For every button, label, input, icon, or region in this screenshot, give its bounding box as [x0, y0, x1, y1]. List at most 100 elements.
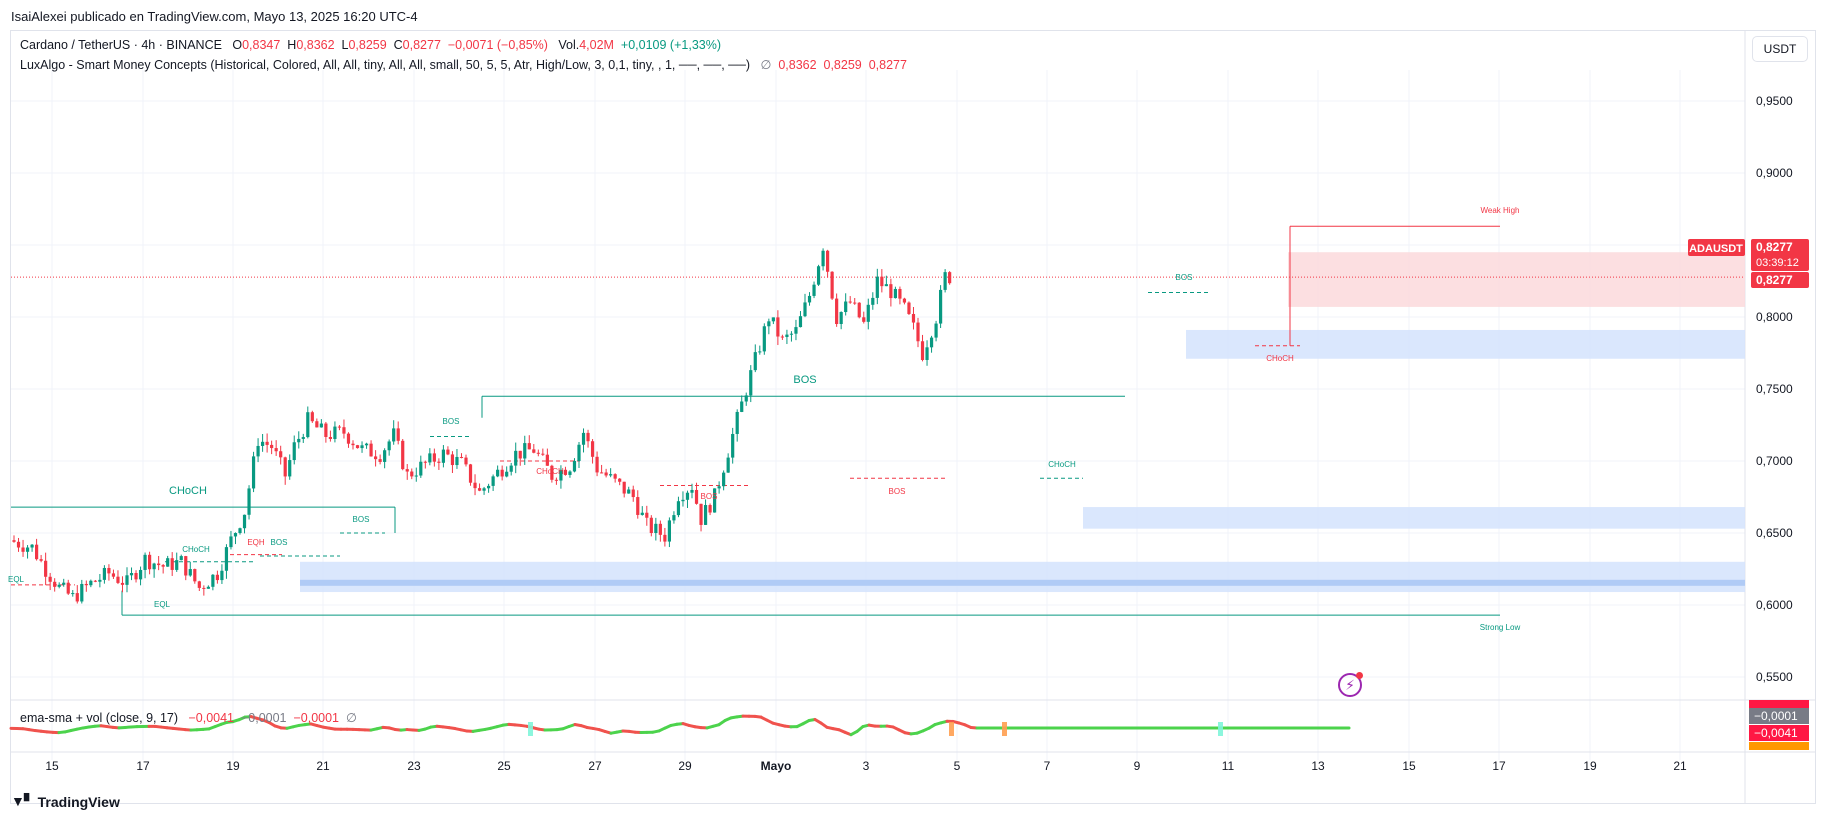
structure-label: BOS — [889, 487, 906, 496]
candle-body — [80, 583, 84, 602]
candle-body — [604, 472, 608, 476]
candle-body — [934, 323, 938, 338]
osc-value-3: −0,0001 — [293, 711, 340, 725]
candle-body — [30, 544, 34, 548]
candle-body — [627, 489, 631, 494]
candle-body — [477, 488, 482, 491]
candle-body — [279, 451, 283, 458]
symbol-tag-text: ADAUSDT — [1689, 243, 1743, 255]
candle-body — [148, 554, 152, 570]
candle-body — [410, 471, 414, 477]
candle-body — [731, 433, 735, 458]
structure-label: Weak High — [1481, 206, 1520, 215]
candle-body — [387, 441, 391, 451]
candle-body — [98, 579, 102, 582]
candle-body — [215, 574, 219, 581]
currency-button[interactable]: USDT — [1752, 36, 1808, 62]
candle-body — [590, 441, 595, 457]
symbol-tag — [1688, 239, 1745, 256]
candle-body — [292, 442, 296, 461]
x-tick-label: 3 — [863, 759, 870, 773]
lightning-icon[interactable]: ⚡ — [1338, 672, 1363, 697]
candle-body — [297, 438, 301, 443]
candle-body — [66, 582, 70, 594]
candle-body — [161, 565, 165, 567]
candle-body — [939, 289, 943, 324]
candle-body — [568, 471, 572, 475]
main-legend[interactable]: Cardano / TetherUS · 4h · BINANCE O0,834… — [20, 38, 721, 52]
candle-body — [346, 433, 351, 444]
candle-body — [554, 479, 558, 481]
indicator-legend[interactable]: LuxAlgo - Smart Money Concepts (Historic… — [20, 57, 907, 72]
candle-body — [242, 514, 247, 529]
candle-body — [821, 250, 825, 267]
candle-body — [202, 587, 206, 589]
indicator-name[interactable]: LuxAlgo - Smart Money Concepts (Historic… — [20, 58, 751, 72]
x-tick-label: 19 — [226, 759, 240, 773]
candle-body — [830, 271, 834, 299]
x-tick-label: 29 — [678, 759, 692, 773]
candle-body — [785, 334, 789, 337]
candle-body — [233, 533, 238, 537]
candle-body — [717, 486, 721, 489]
structure-label: EQL — [8, 575, 25, 584]
candle-body — [224, 547, 229, 571]
y-tick-label: 0,7000 — [1756, 454, 1793, 468]
oscillator-legend[interactable]: ema-sma + vol (close, 9, 17) −0,0041 −0,… — [20, 710, 357, 725]
candle-body — [595, 456, 599, 473]
candle-body — [247, 488, 251, 515]
osc-volume-bar — [528, 722, 533, 736]
candle-body — [532, 449, 536, 453]
candle-body — [523, 443, 527, 459]
candle-body — [758, 351, 762, 353]
price-tag-2 — [1751, 272, 1809, 288]
candle-body — [703, 505, 708, 525]
open-value: 0,8347 — [242, 38, 281, 52]
candle-body — [948, 272, 952, 284]
candle-body — [889, 284, 893, 299]
candle-body — [631, 489, 635, 498]
candle-body — [600, 472, 604, 474]
candle-body — [640, 512, 644, 515]
oscillator-name[interactable]: ema-sma + vol (close, 9, 17) — [20, 711, 179, 725]
candle-body — [414, 475, 418, 477]
annotations: CHoCH EQL EQL CHoCH EQH BOS BOS BOS CHoCH BOS BOS B… — [8, 206, 1520, 632]
candle-body — [902, 298, 907, 303]
last-price-text: 0,8277 — [1756, 240, 1793, 254]
osc-tag-red — [1749, 725, 1809, 741]
candle-body — [771, 317, 775, 322]
candle-body — [428, 453, 432, 463]
candle-body — [419, 461, 423, 476]
candle-body — [527, 443, 531, 450]
price-tags: ADAUSDT 0,8277 03:39:12 0,8277 −0,0001 −0,004… — [1688, 239, 1809, 750]
candle-body — [911, 313, 916, 323]
symbol-title[interactable]: Cardano / TetherUS · 4h · BINANCE — [20, 38, 222, 52]
demand-zone-lower-core — [300, 579, 1745, 586]
candle-body — [238, 528, 242, 534]
candle-body — [708, 505, 712, 513]
candle-body — [310, 412, 314, 422]
candle-body — [622, 481, 626, 494]
candle-body — [166, 558, 170, 567]
candle-body — [654, 523, 658, 534]
candle-body — [53, 581, 57, 587]
candle-body — [618, 478, 622, 482]
tradingview-brand[interactable]: ▼▘ TradingView — [11, 793, 120, 810]
x-tick-label: 27 — [588, 759, 602, 773]
candle-body — [288, 460, 292, 477]
candle-body — [735, 411, 739, 434]
structure-label: BOS — [793, 374, 816, 386]
candle-body — [251, 456, 256, 489]
x-tick-label: Mayo — [761, 759, 792, 773]
candle-body — [111, 573, 116, 577]
volume-change: +0,0109 (+1,33%) — [620, 38, 721, 52]
candle-body — [369, 443, 373, 457]
osc-volume-bar — [1002, 722, 1007, 736]
candle-body — [116, 576, 120, 583]
candles — [12, 248, 952, 604]
structure-label: CHoCH — [169, 485, 207, 497]
candle-body — [44, 560, 48, 577]
candle-body — [265, 441, 269, 445]
candle-body — [645, 512, 649, 518]
